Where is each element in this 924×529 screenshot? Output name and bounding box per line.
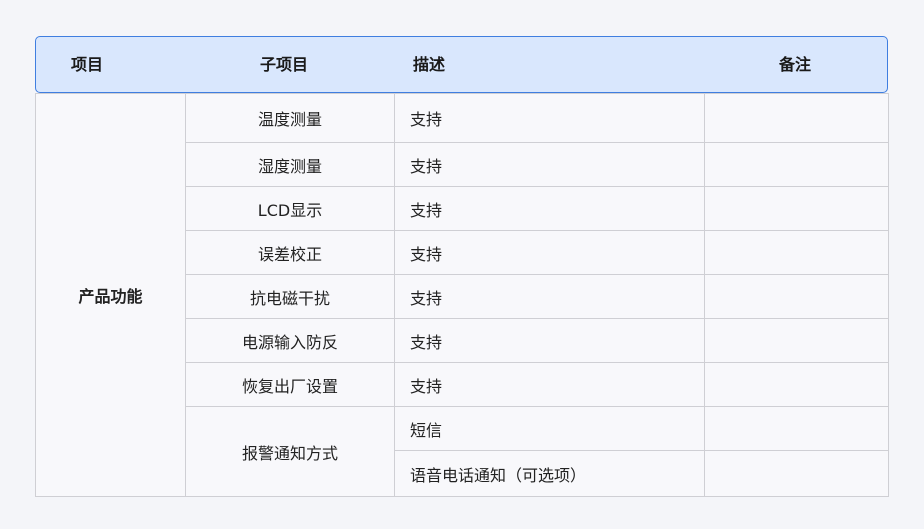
header-item: 项目 bbox=[71, 55, 104, 74]
note-cell bbox=[704, 450, 889, 497]
desc-cell: 支持 bbox=[394, 142, 705, 187]
table-row: 误差校正 支持 bbox=[36, 230, 889, 275]
header-subitem: 子项目 bbox=[260, 55, 309, 74]
subitem-cell: 恢复出厂设置 bbox=[185, 362, 395, 407]
table-row: 产品功能 温度测量 支持 bbox=[35, 93, 889, 497]
desc-cell: 支持 bbox=[394, 93, 705, 143]
note-cell bbox=[704, 274, 889, 319]
spec-table: 产品功能 温度测量 支持 湿度测量 支持 LCD显示 支持 误差校正 支持 抗电… bbox=[35, 93, 889, 497]
table-row: 语音电话通知（可选项） bbox=[36, 450, 889, 497]
subitem-cell: 误差校正 bbox=[185, 230, 395, 275]
subitem-cell: 温度测量 bbox=[185, 93, 395, 143]
desc-cell: 语音电话通知（可选项） bbox=[394, 450, 705, 497]
group-cell: 产品功能 bbox=[35, 93, 186, 497]
desc-cell: 短信 bbox=[394, 406, 705, 451]
table-row: 电源输入防反 支持 bbox=[36, 318, 889, 363]
subitem-cell: LCD显示 bbox=[185, 186, 395, 231]
note-cell bbox=[704, 230, 889, 275]
desc-cell: 支持 bbox=[394, 362, 705, 407]
table-row: 湿度测量 支持 bbox=[36, 142, 889, 187]
table-row: 报警通知方式 短信 bbox=[36, 406, 889, 497]
table-row: LCD显示 支持 bbox=[36, 186, 889, 231]
desc-cell: 支持 bbox=[394, 186, 705, 231]
desc-cell: 支持 bbox=[394, 274, 705, 319]
desc-cell: 支持 bbox=[394, 318, 705, 363]
header-note: 备注 bbox=[779, 55, 812, 74]
subitem-cell: 湿度测量 bbox=[185, 142, 395, 187]
header-description: 描述 bbox=[413, 55, 446, 74]
desc-cell: 支持 bbox=[394, 230, 705, 275]
note-cell bbox=[704, 406, 889, 451]
note-cell bbox=[704, 93, 889, 143]
note-cell bbox=[704, 186, 889, 231]
table-row: 抗电磁干扰 支持 bbox=[36, 274, 889, 319]
note-cell bbox=[704, 318, 889, 363]
table-row: 恢复出厂设置 支持 bbox=[36, 362, 889, 407]
subitem-cell: 抗电磁干扰 bbox=[185, 274, 395, 319]
subitem-cell: 电源输入防反 bbox=[185, 318, 395, 363]
note-cell bbox=[704, 362, 889, 407]
subitem-cell: 报警通知方式 bbox=[185, 406, 395, 497]
table-header: 项目 子项目 描述 备注 bbox=[35, 36, 888, 93]
note-cell bbox=[704, 142, 889, 187]
